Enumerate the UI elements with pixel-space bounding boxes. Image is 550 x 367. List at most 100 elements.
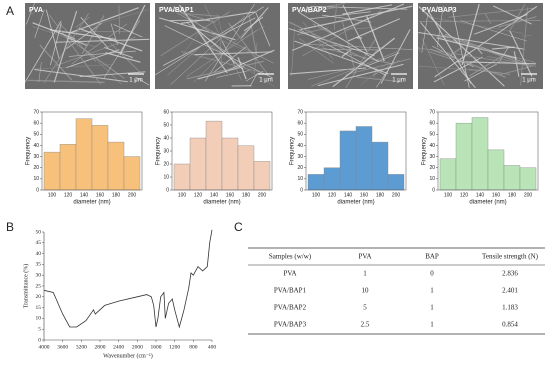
- x-tick-label: 160: [96, 192, 105, 198]
- y-tick-label: 60: [33, 120, 39, 126]
- y-tick-label: 70: [33, 109, 39, 115]
- bar: [371, 141, 389, 191]
- fiber: [474, 13, 528, 35]
- fiber: [458, 61, 536, 65]
- fiber: [119, 4, 146, 55]
- fiber: [309, 11, 371, 20]
- bar: [75, 118, 93, 191]
- fiber: [49, 29, 116, 40]
- y-tick-label: 60: [297, 120, 303, 126]
- y-tick-label: 40: [429, 143, 435, 149]
- table-cell: 1: [430, 321, 434, 329]
- y-tick-label: 45: [36, 240, 42, 246]
- x-tick-label: 180: [242, 192, 251, 198]
- fiber: [26, 3, 35, 25]
- y-tick-label: 0: [38, 337, 41, 343]
- fiber: [76, 9, 150, 31]
- fiber: [162, 17, 256, 66]
- table-header: Tensile strength (N): [482, 253, 539, 261]
- y-tick-label: 10: [36, 316, 42, 322]
- fiber: [297, 27, 328, 36]
- fiber: [476, 47, 483, 55]
- fiber: [366, 16, 385, 62]
- spectrum-line: [43, 229, 213, 329]
- fiber: [65, 36, 125, 79]
- table-cell: PVA/BAP1: [274, 287, 307, 295]
- y-tick-label: 50: [297, 132, 303, 138]
- bar: [253, 161, 271, 191]
- x-tick-label: 800: [189, 344, 198, 350]
- y-tick-label: 40: [297, 143, 303, 149]
- bar: [455, 122, 473, 191]
- sem-label: PVA/BAP1: [159, 7, 194, 14]
- table-header: PVA: [358, 253, 371, 261]
- x-tick-label: 180: [508, 192, 517, 198]
- fiber: [53, 10, 78, 83]
- fiber: [243, 16, 264, 32]
- y-axis-label: Transmittance (%): [22, 264, 29, 309]
- y-tick-label: 0: [432, 187, 435, 193]
- fiber: [469, 55, 503, 77]
- y-tick-label: 50: [36, 229, 42, 235]
- y-tick-label: 30: [33, 154, 39, 160]
- fiber: [464, 63, 497, 82]
- y-tick-label: 15: [36, 305, 42, 311]
- y-tick-label: 10: [163, 174, 169, 180]
- fiber: [303, 2, 347, 12]
- fiber: [342, 27, 376, 30]
- fiber: [491, 46, 515, 50]
- fiber: [428, 51, 455, 61]
- y-axis-label: Frequency: [156, 137, 162, 165]
- fiber: [43, 13, 89, 83]
- fiber: [298, 38, 334, 64]
- bar: [43, 151, 61, 191]
- fiber: [294, 40, 389, 75]
- y-tick-label: 50: [163, 122, 169, 128]
- fiber: [203, 32, 265, 59]
- table-cell: 0.854: [502, 321, 518, 329]
- fiber: [380, 29, 411, 84]
- scale-label: 1 μm: [259, 78, 272, 84]
- x-tick-label: 120: [194, 192, 203, 198]
- fiber: [288, 21, 367, 60]
- fiber: [174, 7, 215, 36]
- fiber: [228, 49, 275, 71]
- x-tick-label: 120: [64, 192, 73, 198]
- sem-image: [418, 3, 543, 89]
- y-axis-label: Frequency: [26, 137, 32, 165]
- table-cell: 0: [430, 270, 434, 278]
- x-tick-label: 200: [128, 192, 137, 198]
- fiber: [110, 23, 118, 46]
- fiber: [254, 43, 258, 75]
- y-tick-label: 20: [297, 165, 303, 171]
- y-axis-label: Frequency: [290, 137, 296, 165]
- y-tick-label: 30: [36, 272, 42, 278]
- table-cell: 5: [363, 304, 367, 312]
- fiber: [80, 17, 109, 49]
- fiber: [522, 34, 532, 37]
- x-tick-label: 2800: [95, 344, 106, 350]
- fiber: [431, 45, 474, 68]
- bar: [205, 120, 223, 191]
- sem-label: PVA: [29, 7, 43, 14]
- x-tick-label: 1200: [169, 344, 180, 350]
- x-tick-label: 100: [312, 192, 321, 198]
- table-header: Samples (w/w): [269, 253, 312, 261]
- x-tick-label: 100: [178, 192, 187, 198]
- panel-label: B: [6, 220, 14, 234]
- sem-label: PVA/BAP3: [422, 7, 457, 14]
- fiber: [317, 63, 404, 87]
- fiber: [55, 38, 150, 43]
- fiber: [205, 3, 255, 82]
- fiber: [216, 70, 250, 78]
- x-tick-label: 140: [344, 192, 353, 198]
- fiber: [437, 45, 442, 49]
- table-cell: 10: [362, 287, 370, 295]
- y-tick-label: 50: [429, 132, 435, 138]
- table-cell: 1: [430, 287, 434, 295]
- fiber: [292, 3, 405, 51]
- x-tick-label: 200: [258, 192, 267, 198]
- y-tick-label: 20: [163, 161, 169, 167]
- fiber: [433, 56, 483, 83]
- fiber: [194, 51, 273, 56]
